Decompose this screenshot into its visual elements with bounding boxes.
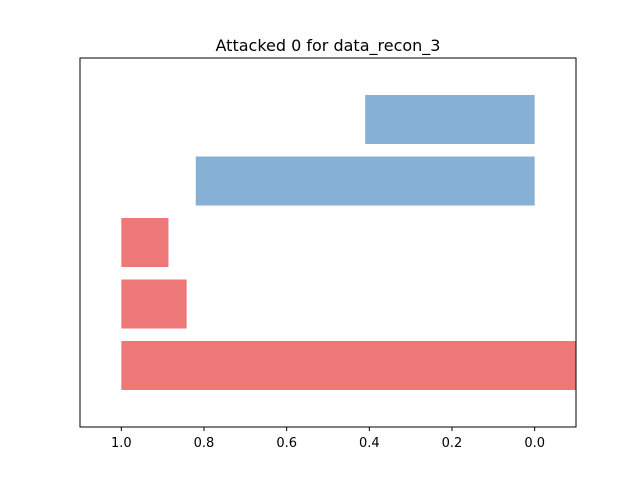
bar-1: [195, 156, 535, 206]
x-tick-label: 0.4: [359, 436, 380, 451]
x-tick-label: 0.2: [442, 436, 463, 451]
x-tick-label: 0.6: [276, 436, 297, 451]
x-tick-label: 0.8: [194, 436, 215, 451]
bar-0: [365, 95, 535, 144]
bar-group: [121, 95, 576, 390]
x-tick-label: 0.0: [524, 436, 545, 451]
x-tick-label: 1.0: [111, 436, 132, 451]
bar-4: [121, 341, 576, 390]
plot-frame: [79, 57, 577, 428]
bar-2: [121, 218, 169, 267]
x-axis: 1.0 0.8 0.6 0.4 0.2 0.0: [111, 427, 545, 451]
chart-title: Attacked 0 for data_recon_3: [216, 36, 441, 56]
bar-3: [121, 279, 187, 329]
